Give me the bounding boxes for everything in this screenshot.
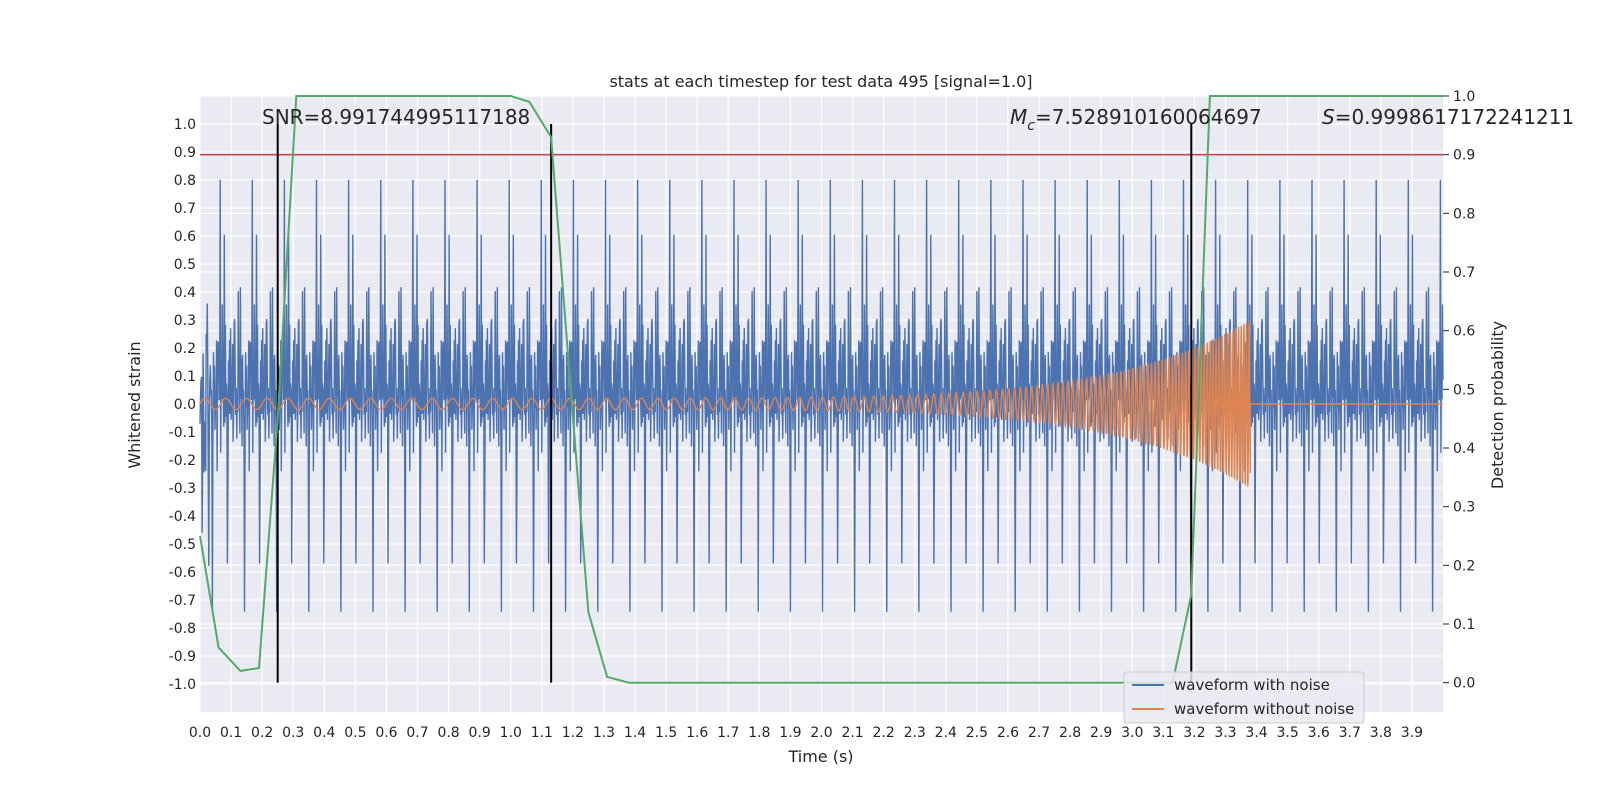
x-tick-label: 0.0 (189, 725, 211, 741)
x-tick-label: 1.9 (779, 725, 801, 741)
x-tick-label: 2.3 (904, 725, 926, 741)
chirp-mass-subscript: c (1027, 118, 1035, 134)
series-waveform-without-noise (199, 321, 1443, 487)
x-tick-label: 0.5 (344, 725, 366, 741)
x-tick-label: 2.7 (1028, 725, 1050, 741)
chirp-mass-value: =7.528910160064697 (1035, 105, 1262, 129)
x-axis-ticks: 0.0 0.1 0.2 0.3 0.4 0.5 0.6 0.7 0.8 0.9 1.0 1.1 1.2 1… (189, 725, 1423, 741)
x-tick-label: 3.4 (1245, 725, 1267, 741)
x-tick-label: 2.6 (997, 725, 1019, 741)
x-tick-label: 1.5 (655, 725, 677, 741)
x-tick-label: 0.8 (437, 725, 459, 741)
x-tick-label: 3.2 (1183, 725, 1205, 741)
x-tick-label: 1.0 (500, 725, 522, 741)
x-tick-label: 2.5 (966, 725, 988, 741)
y-tick-label: 0.4 (174, 285, 196, 301)
y-tick-label: -0.5 (169, 537, 196, 553)
x-tick-label: 3.9 (1401, 725, 1423, 741)
x-tick-label: 1.7 (717, 725, 739, 741)
y-right-axis-label: Detection probability (1488, 321, 1507, 489)
x-tick-label: 2.9 (1090, 725, 1112, 741)
y-tick-label: 0.8 (174, 173, 196, 189)
x-tick-label: 3.5 (1276, 725, 1298, 741)
y-tick-label: -1.0 (169, 677, 196, 693)
x-tick-label: 2.0 (810, 725, 832, 741)
series-waveform-with-noise (199, 179, 1444, 612)
x-tick-label: 1.8 (748, 725, 770, 741)
legend-box (1123, 671, 1365, 724)
x-tick-label: 3.7 (1339, 725, 1361, 741)
x-tick-label: 1.6 (686, 725, 708, 741)
y-right-tick-label: 0.3 (1453, 500, 1475, 516)
y-right-tick-label: 1.0 (1453, 89, 1475, 105)
y-tick-label: 1.0 (174, 117, 196, 133)
y-axis-ticks: 1.0 0.9 0.8 0.7 0.6 0.5 0.4 0.3 0.2 0.1 0.0 -0.1 -0.… (169, 117, 196, 693)
y-tick-label: 0.6 (174, 229, 196, 245)
x-tick-label: 0.4 (313, 725, 335, 741)
y-tick-label: 0.5 (174, 257, 196, 273)
x-tick-label: 0.9 (469, 725, 491, 741)
y-right-tick-label: 0.1 (1453, 617, 1475, 633)
y-tick-label: -0.8 (169, 621, 196, 637)
y-tick-label: -0.7 (169, 593, 196, 609)
x-tick-label: 0.3 (282, 725, 304, 741)
y-right-axis-ticks: 1.0 0.9 0.8 0.7 0.6 0.5 0.4 0.3 0.2 0.1 0.0 (1443, 89, 1475, 692)
y-tick-label: -0.1 (169, 425, 196, 441)
chart-title: stats at each timestep for test data 495… (609, 72, 1032, 91)
line-detection-probability (199, 95, 1443, 684)
x-tick-label: 2.8 (1059, 725, 1081, 741)
y-right-tick-label: 0.7 (1453, 265, 1475, 281)
x-tick-label: 2.2 (873, 725, 895, 741)
x-tick-label: 3.3 (1214, 725, 1236, 741)
y-tick-label: 0.3 (174, 313, 196, 329)
y-tick-label: 0.9 (174, 145, 196, 161)
x-tick-label: 1.3 (593, 725, 615, 741)
y-tick-label: -0.4 (169, 509, 196, 525)
x-tick-label: 0.1 (220, 725, 242, 741)
score-symbol: S (1322, 105, 1335, 129)
legend-label-clean: waveform without noise (1174, 700, 1354, 718)
x-tick-label: 3.0 (1121, 725, 1143, 741)
y-tick-label: -0.9 (169, 649, 196, 665)
y-tick-label: -0.2 (169, 453, 196, 469)
x-tick-label: 3.6 (1308, 725, 1330, 741)
x-tick-label: 2.1 (841, 725, 863, 741)
y-tick-label: 0.1 (174, 369, 196, 385)
legend-label-noise: waveform with noise (1174, 676, 1330, 694)
score-annotation: S=0.9998617172241211 (1322, 105, 1574, 129)
x-tick-label: 1.2 (562, 725, 584, 741)
y-tick-label: 0.0 (174, 397, 196, 413)
snr-annotation: SNR=8.991744995117188 (262, 105, 530, 129)
y-tick-label: -0.3 (169, 481, 196, 497)
y-right-tick-label: 0.8 (1453, 206, 1475, 222)
x-axis-label: Time (s) (787, 747, 853, 766)
x-tick-label: 1.4 (624, 725, 646, 741)
line-waveform-without-noise (199, 321, 1443, 487)
y-right-tick-label: 0.0 (1453, 676, 1475, 692)
y-tick-label: -0.6 (169, 565, 196, 581)
x-tick-label: 0.7 (406, 725, 428, 741)
y-tick-label: 0.2 (174, 341, 196, 357)
line-waveform-with-noise (199, 179, 1444, 612)
x-tick-label: 3.1 (1152, 725, 1174, 741)
x-tick-label: 3.8 (1370, 725, 1392, 741)
legend: waveform with noise waveform without noi… (1123, 671, 1365, 724)
x-tick-label: 2.4 (935, 725, 957, 741)
score-value: =0.9998617172241211 (1335, 105, 1574, 129)
y-axis-label: Whitened strain (125, 341, 144, 468)
y-right-tick-label: 0.2 (1453, 558, 1475, 574)
y-right-tick-label: 0.5 (1453, 382, 1475, 398)
y-right-tick-label: 0.4 (1453, 441, 1475, 457)
chirp-mass-symbol: M (1010, 105, 1027, 129)
x-tick-label: 0.6 (375, 725, 397, 741)
y-right-tick-label: 0.9 (1453, 148, 1475, 164)
x-tick-label: 1.1 (531, 725, 553, 741)
x-tick-label: 0.2 (251, 725, 273, 741)
chirp-mass-annotation: Mc=7.528910160064697 (1010, 105, 1262, 134)
series-detection-probability (199, 95, 1443, 684)
y-right-tick-label: 0.6 (1453, 324, 1475, 340)
y-tick-label: 0.7 (174, 201, 196, 217)
